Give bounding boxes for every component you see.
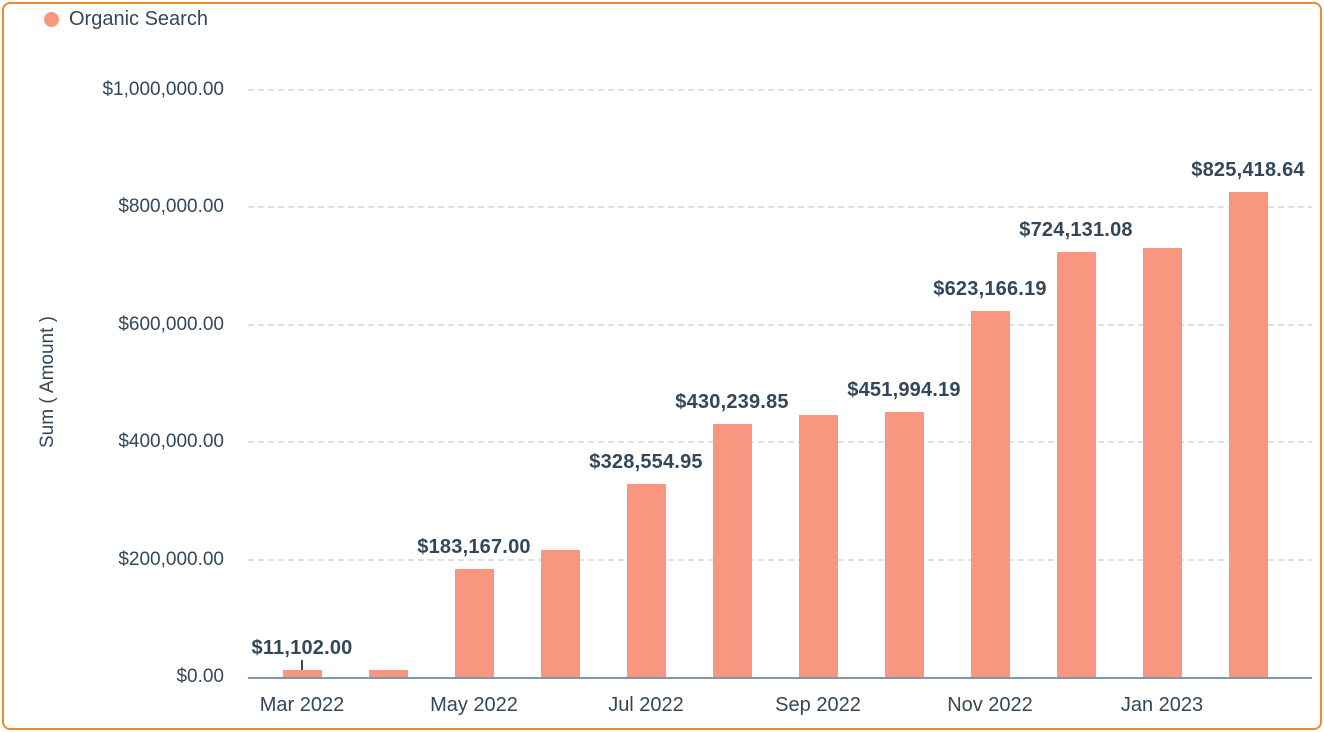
legend-label: Organic Search xyxy=(69,8,208,30)
y-axis-tick-label: $600,000.00 xyxy=(118,313,224,335)
x-axis-line xyxy=(248,677,1312,679)
y-axis-tick-label: $1,000,000.00 xyxy=(102,79,224,100)
x-axis-tick-label: Sep 2022 xyxy=(775,694,861,716)
gridline xyxy=(248,323,1312,326)
bar-jan-2023[interactable] xyxy=(1142,247,1182,677)
legend-dot-icon xyxy=(44,12,59,27)
y-axis-tick-label: $200,000.00 xyxy=(118,548,224,570)
bar-value-label: $623,166.19 xyxy=(933,278,1047,301)
bar-oct-2022[interactable] xyxy=(884,411,924,677)
y-axis-tick-label: $800,000.00 xyxy=(118,196,224,218)
gridline xyxy=(248,89,1312,91)
gridline xyxy=(248,558,1312,561)
bar-jun-2022[interactable] xyxy=(540,550,580,677)
y-axis-tick-label: $0.00 xyxy=(176,666,224,687)
bar-value-label: $430,239.85 xyxy=(675,391,789,414)
bar-value-label: $825,418.64 xyxy=(1191,159,1305,182)
x-axis-tick-label: Jul 2022 xyxy=(608,694,684,716)
bar-value-label: $11,102.00 xyxy=(251,637,353,660)
bar-value-label: $328,554.95 xyxy=(589,451,703,474)
plot-area: $1,000,000.00 $800,000.00 $600,000.00 $400,… xyxy=(4,4,1320,728)
bar-sep-2022[interactable] xyxy=(798,415,838,677)
gridline xyxy=(248,441,1312,444)
x-axis-tick-label: Jan 2023 xyxy=(1120,694,1204,716)
y-axis-tick-label: $400,000.00 xyxy=(118,431,224,453)
bar-nov-2022[interactable] xyxy=(970,311,1010,677)
x-axis-tick-label: May 2022 xyxy=(430,694,518,716)
bar-value-label: $724,131.08 xyxy=(1019,218,1133,241)
label-leader-line xyxy=(301,660,303,671)
bar-jul-2022[interactable] xyxy=(626,484,666,677)
gridline xyxy=(248,206,1312,209)
x-axis-tick-label: Mar 2022 xyxy=(259,694,345,716)
legend-item-organic-search[interactable]: Organic Search xyxy=(44,8,208,31)
bar-mar-2022[interactable] xyxy=(282,670,322,677)
bar-may-2022[interactable] xyxy=(454,569,494,677)
bar-value-label: $183,167.00 xyxy=(417,536,531,559)
bar-value-label: $451,994.19 xyxy=(847,378,961,401)
x-axis-tick-label: Nov 2022 xyxy=(947,694,1033,716)
bar-aug-2022[interactable] xyxy=(712,424,752,677)
bar-feb-2023[interactable] xyxy=(1228,192,1268,677)
bar-apr-2022[interactable] xyxy=(368,669,408,677)
bar-dec-2022[interactable] xyxy=(1056,251,1096,677)
